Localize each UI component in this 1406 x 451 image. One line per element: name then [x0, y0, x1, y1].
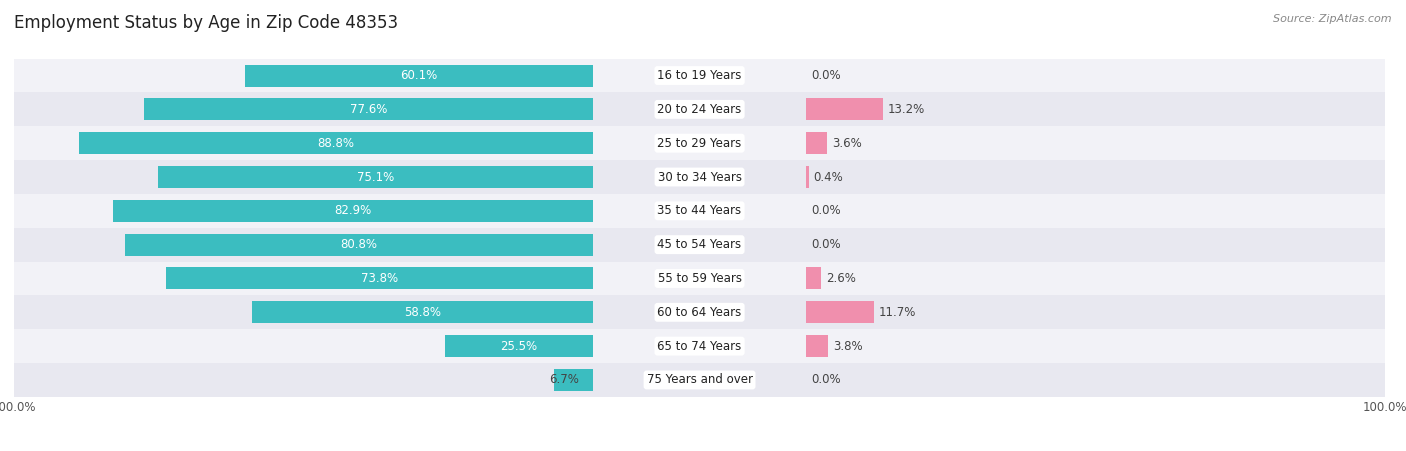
Bar	[14, 329, 593, 363]
Bar	[807, 363, 1385, 397]
Bar	[14, 126, 593, 160]
Text: 55 to 59 Years: 55 to 59 Years	[658, 272, 741, 285]
Bar	[554, 369, 593, 391]
Bar	[166, 267, 593, 290]
Text: 45 to 54 Years: 45 to 54 Years	[658, 238, 741, 251]
Bar	[125, 234, 593, 256]
Text: 60 to 64 Years: 60 to 64 Years	[658, 306, 742, 319]
Bar	[253, 301, 593, 323]
Text: 13.2%: 13.2%	[887, 103, 925, 116]
Bar	[807, 59, 1385, 92]
Text: 16 to 19 Years: 16 to 19 Years	[658, 69, 742, 82]
Bar	[807, 301, 875, 323]
Text: 11.7%: 11.7%	[879, 306, 917, 319]
Bar	[593, 329, 807, 363]
Bar	[14, 363, 593, 397]
Bar	[807, 295, 1385, 329]
Text: 0.0%: 0.0%	[811, 69, 841, 82]
Bar	[143, 98, 593, 120]
Bar	[807, 92, 1385, 126]
Bar	[593, 59, 807, 92]
Bar	[807, 98, 883, 120]
Text: 2.6%: 2.6%	[825, 272, 856, 285]
Bar	[446, 335, 593, 357]
Text: 3.6%: 3.6%	[832, 137, 862, 150]
Text: 65 to 74 Years: 65 to 74 Years	[658, 340, 742, 353]
Bar	[807, 329, 1385, 363]
Bar	[593, 92, 807, 126]
Bar	[593, 228, 807, 262]
Text: 0.0%: 0.0%	[811, 238, 841, 251]
Text: Employment Status by Age in Zip Code 48353: Employment Status by Age in Zip Code 483…	[14, 14, 398, 32]
Text: 73.8%: 73.8%	[361, 272, 398, 285]
Bar	[593, 126, 807, 160]
Text: 0.0%: 0.0%	[811, 373, 841, 387]
Text: 25 to 29 Years: 25 to 29 Years	[658, 137, 742, 150]
Bar	[593, 295, 807, 329]
Text: 82.9%: 82.9%	[335, 204, 371, 217]
Text: 35 to 44 Years: 35 to 44 Years	[658, 204, 741, 217]
Text: 60.1%: 60.1%	[401, 69, 437, 82]
Bar	[112, 200, 593, 222]
Bar	[14, 160, 593, 194]
Bar	[157, 166, 593, 188]
Bar	[14, 59, 593, 92]
Text: 80.8%: 80.8%	[340, 238, 377, 251]
Text: 0.0%: 0.0%	[811, 204, 841, 217]
Bar	[14, 262, 593, 295]
Bar	[593, 160, 807, 194]
Bar	[807, 267, 821, 290]
Bar	[807, 262, 1385, 295]
Bar	[807, 132, 827, 154]
Bar	[807, 194, 1385, 228]
Bar	[14, 228, 593, 262]
Bar	[14, 194, 593, 228]
Bar	[79, 132, 593, 154]
Text: 77.6%: 77.6%	[350, 103, 387, 116]
Bar	[14, 295, 593, 329]
Bar	[593, 194, 807, 228]
Bar	[807, 228, 1385, 262]
Bar	[14, 92, 593, 126]
Bar	[807, 160, 1385, 194]
Bar	[593, 262, 807, 295]
Text: 6.7%: 6.7%	[550, 373, 579, 387]
Bar	[807, 166, 808, 188]
Text: 20 to 24 Years: 20 to 24 Years	[658, 103, 742, 116]
Text: 75 Years and over: 75 Years and over	[647, 373, 752, 387]
Text: 75.1%: 75.1%	[357, 170, 394, 184]
Text: 30 to 34 Years: 30 to 34 Years	[658, 170, 741, 184]
Bar	[807, 335, 828, 357]
Text: Source: ZipAtlas.com: Source: ZipAtlas.com	[1274, 14, 1392, 23]
Text: 0.4%: 0.4%	[813, 170, 844, 184]
Text: 88.8%: 88.8%	[318, 137, 354, 150]
Text: 3.8%: 3.8%	[832, 340, 863, 353]
Text: 58.8%: 58.8%	[404, 306, 441, 319]
Text: 25.5%: 25.5%	[501, 340, 537, 353]
Bar	[593, 363, 807, 397]
Bar	[807, 126, 1385, 160]
Bar	[245, 64, 593, 87]
